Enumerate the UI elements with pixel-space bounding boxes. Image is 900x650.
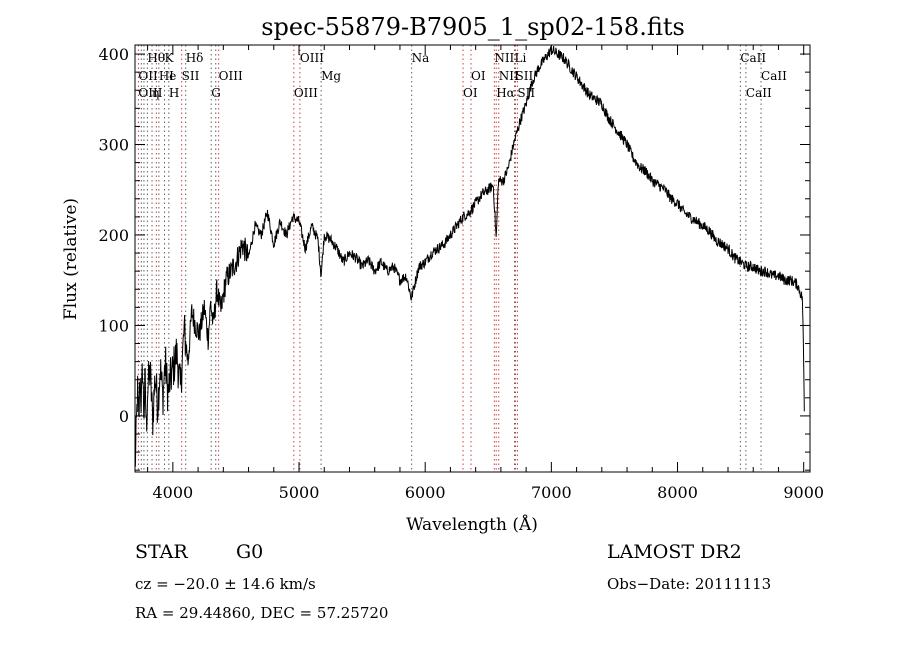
line-marker-label-22: OIII — [294, 86, 318, 100]
line-marker-label-9: He — [159, 69, 177, 83]
line-marker-label-2: Hδ — [186, 51, 204, 65]
y-tick-label-400: 400 — [98, 45, 129, 64]
line-marker-label-1: K — [165, 51, 175, 65]
y-tick-label-200: 200 — [98, 226, 129, 245]
y-tick-label-300: 300 — [98, 136, 129, 155]
line-marker-label-25: SII — [517, 86, 535, 100]
coords-label: RA = 29.44860, DEC = 57.25720 — [135, 604, 389, 622]
line-marker-label-26: CaII — [746, 86, 772, 100]
line-marker-label-13: Mg — [321, 69, 341, 83]
line-marker-label-11: SII — [182, 69, 200, 83]
line-marker-label-23: OI — [463, 86, 478, 100]
line-markers-layer — [137, 45, 762, 472]
x-tick-label-6000: 6000 — [405, 483, 446, 502]
line-marker-label-4: Na — [412, 51, 430, 65]
line-marker-label-16: SII — [516, 69, 534, 83]
x-tick-label-7000: 7000 — [531, 483, 572, 502]
x-tick-label-8000: 8000 — [657, 483, 698, 502]
survey-label: LAMOST DR2 — [607, 541, 742, 563]
x-tick-label-9000: 9000 — [783, 483, 824, 502]
line-marker-label-20: H — [169, 86, 179, 100]
line-marker-label-7: CaII — [740, 51, 766, 65]
spectrum-layer — [134, 45, 805, 467]
line-marker-label-19: η — [152, 86, 159, 100]
line-marker-label-3: OIII — [300, 51, 324, 65]
obs-date-label: Obs−Date: 20111113 — [607, 575, 772, 593]
line-marker-label-0: Hθ — [147, 51, 165, 65]
line-marker-label-17: CaII — [761, 69, 787, 83]
line-marker-label-21: G — [211, 86, 221, 100]
line-marker-label-15: NII — [499, 69, 519, 83]
y-axis-label: Flux (relative) — [61, 198, 81, 320]
x-tick-label-4000: 4000 — [152, 483, 193, 502]
x-axis-label: Wavelength (Å) — [406, 514, 538, 535]
line-marker-label-6: Li — [515, 51, 527, 65]
line-marker-label-5: NII — [494, 51, 514, 65]
x-tick-label-5000: 5000 — [279, 483, 320, 502]
y-tick-label-0: 0 — [119, 407, 129, 426]
chart-title: spec-55879-B7905_1_sp02-158.fits — [261, 13, 685, 41]
plot-frame — [134, 44, 811, 473]
subclass-label: G0 — [236, 541, 264, 563]
spectrum-line — [134, 45, 805, 467]
redshift-label: cz = −20.0 ± 14.6 km/s — [135, 575, 316, 593]
y-tick-label-100: 100 — [98, 316, 129, 335]
line-marker-label-18: OIII — [138, 86, 162, 100]
axis-ticks: 4000 5000 6000 7000 8000 9000 0 100 200 300 400 — [98, 45, 824, 502]
line-marker-label-24: Hα — [496, 86, 515, 100]
line-marker-label-8: OII — [138, 69, 158, 83]
class-label: STAR — [135, 541, 188, 563]
line-marker-label-10: I — [169, 69, 174, 83]
line-marker-label-12: OIII — [219, 69, 243, 83]
line-marker-label-14: OI — [471, 69, 486, 83]
